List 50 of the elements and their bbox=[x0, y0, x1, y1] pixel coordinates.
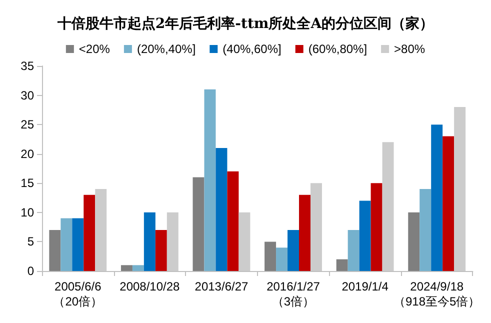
bar bbox=[264, 242, 276, 271]
x-tick-label: 2016/1/27 （3倍） bbox=[266, 280, 320, 308]
bar bbox=[348, 230, 360, 271]
legend-label: (40%,60%] bbox=[222, 42, 282, 56]
bar bbox=[431, 124, 443, 271]
x-tick-label: 2019/1/4 bbox=[342, 280, 389, 294]
y-tick-label: 0 bbox=[27, 264, 34, 278]
bar bbox=[408, 212, 420, 271]
bar bbox=[216, 148, 228, 271]
bar bbox=[72, 218, 84, 271]
bar bbox=[336, 259, 348, 271]
x-tick-label: 2005/6/6 （20倍） bbox=[53, 280, 103, 308]
bar bbox=[238, 212, 250, 271]
bar bbox=[288, 230, 300, 271]
bar bbox=[454, 107, 466, 271]
legend-label: (20%,40%] bbox=[136, 42, 196, 56]
y-tick-label: 5 bbox=[27, 234, 34, 249]
bar bbox=[60, 218, 72, 271]
bar bbox=[192, 177, 204, 271]
x-tick-label: 2013/6/27 bbox=[194, 280, 248, 294]
bar bbox=[95, 189, 107, 271]
y-tick-label: 10 bbox=[20, 205, 34, 220]
bar bbox=[370, 183, 382, 271]
bar bbox=[276, 248, 288, 271]
bar bbox=[442, 136, 454, 271]
bar bbox=[359, 200, 371, 271]
bar bbox=[49, 230, 61, 271]
bar bbox=[166, 212, 178, 271]
chart-title: 十倍股牛市起点2年后毛利率-ttm所处全A的分位区间（家） bbox=[56, 15, 434, 32]
bar bbox=[204, 89, 216, 271]
y-tick-label: 25 bbox=[20, 118, 34, 132]
x-tick-label: 2008/10/28 bbox=[120, 280, 180, 294]
legend-label: >80% bbox=[394, 42, 426, 56]
y-tick-label: 30 bbox=[20, 88, 34, 102]
legend-label: (60%,80%] bbox=[308, 42, 368, 56]
bar bbox=[227, 171, 239, 271]
y-tick-label: 35 bbox=[20, 59, 34, 73]
bar bbox=[420, 189, 432, 271]
legend-label: <20% bbox=[78, 42, 110, 56]
y-tick-label: 15 bbox=[20, 176, 34, 190]
bar bbox=[155, 230, 167, 271]
bar bbox=[310, 183, 322, 271]
bar bbox=[84, 194, 96, 271]
bar bbox=[132, 265, 144, 271]
bar bbox=[299, 194, 310, 271]
bar bbox=[382, 142, 394, 271]
bar bbox=[144, 212, 156, 271]
x-tick-label: 2024/9/18 （918至今5倍） bbox=[393, 280, 480, 308]
bar bbox=[120, 265, 132, 271]
y-tick-label: 20 bbox=[20, 146, 34, 161]
